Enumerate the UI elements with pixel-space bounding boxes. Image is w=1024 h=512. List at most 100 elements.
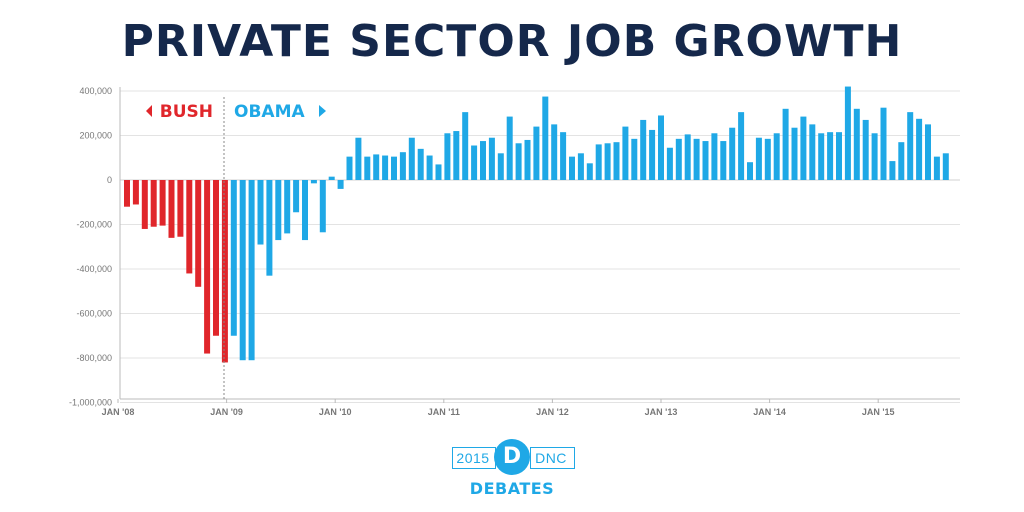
bar-bush — [221, 180, 228, 363]
bar-obama — [382, 155, 389, 180]
bar-obama — [346, 156, 353, 180]
bar-bush — [204, 180, 211, 354]
job-growth-bar-chart: 400,000 200,000 0 -200,000 -400,000 -600,000 -… — [69, 86, 960, 417]
y-tick-label: -800,000 — [76, 353, 112, 363]
x-tick-label: JAN '12 — [536, 407, 569, 417]
arrow-left-icon — [146, 105, 152, 117]
bar-obama — [595, 144, 602, 180]
bar-obama — [560, 132, 567, 180]
bar-obama — [444, 133, 451, 180]
bar-obama — [506, 116, 513, 180]
bar-obama — [471, 145, 478, 180]
bar-obama — [355, 137, 362, 180]
bar-obama — [426, 155, 433, 180]
bar-obama — [809, 124, 816, 180]
bar-obama — [577, 153, 584, 180]
y-tick-label: 0 — [107, 175, 112, 185]
bar-obama — [693, 138, 700, 180]
x-tick-label: JAN '14 — [753, 407, 786, 417]
bar-obama — [649, 129, 656, 180]
bar-obama — [310, 180, 317, 184]
logo-year: 2015 — [456, 450, 490, 466]
bar-obama — [916, 118, 923, 180]
bar-obama — [640, 119, 647, 180]
bar-obama — [755, 137, 762, 180]
bar-obama — [515, 143, 522, 180]
bar-obama — [666, 147, 673, 180]
logo-subtitle: DEBATES — [469, 479, 555, 498]
bar-obama — [782, 108, 789, 180]
bar-obama — [773, 133, 780, 180]
bar-obama — [542, 96, 549, 180]
bar-obama — [791, 127, 798, 180]
bar-obama — [613, 142, 620, 180]
bar-obama — [480, 141, 486, 180]
bar-obama — [319, 180, 326, 233]
bar-bush — [168, 180, 175, 238]
bar-obama — [293, 180, 300, 213]
bar-obama — [569, 156, 575, 180]
bar-obama — [622, 126, 629, 180]
bar-obama — [275, 180, 282, 241]
y-tick-label: -200,000 — [76, 220, 112, 230]
bar-obama — [604, 143, 611, 180]
bar-obama — [764, 138, 771, 180]
x-tick-label: JAN '13 — [645, 407, 678, 417]
logo-org-box — [530, 447, 575, 469]
y-tick-label: -1,000,000 — [69, 398, 112, 408]
bar-obama — [586, 163, 593, 180]
bar-obama — [328, 176, 335, 180]
bar-obama — [631, 138, 638, 180]
y-tick-label: 400,000 — [79, 86, 112, 96]
bar-bush — [177, 180, 184, 237]
y-tick-label: -400,000 — [76, 264, 112, 274]
bar-obama — [844, 86, 851, 180]
bar-obama — [907, 112, 914, 180]
bar-obama — [942, 153, 949, 180]
bar-bush — [159, 180, 166, 226]
bar-obama — [408, 137, 415, 180]
bar-obama — [889, 161, 896, 180]
bar-obama — [337, 180, 344, 189]
bar-obama — [302, 180, 308, 241]
bar-bush — [141, 180, 148, 229]
bar-obama — [880, 107, 887, 180]
bar-obama — [684, 134, 691, 180]
y-tick-label: 200,000 — [79, 131, 112, 141]
bar-obama — [533, 126, 540, 180]
bar-obama — [711, 133, 718, 180]
bar-obama — [747, 162, 753, 180]
x-tick-label: JAN '10 — [319, 407, 352, 417]
bar-obama — [862, 119, 869, 180]
bar-obama — [364, 156, 371, 180]
logo-org: DNC — [535, 450, 567, 466]
bar-obama — [729, 127, 736, 180]
bar-obama — [925, 124, 931, 180]
bar-obama — [248, 180, 255, 361]
bar-bush — [195, 180, 202, 287]
bar-obama — [435, 164, 442, 180]
bar-obama — [488, 137, 495, 180]
bar-obama — [239, 180, 246, 361]
bar-obama — [853, 108, 860, 180]
bar-obama — [933, 156, 940, 180]
bar-obama — [284, 180, 291, 234]
bar-obama — [818, 133, 825, 180]
x-tick-label: JAN '08 — [102, 407, 135, 417]
bar-obama — [898, 142, 905, 180]
y-tick-label: -600,000 — [76, 309, 112, 319]
bar-obama — [399, 152, 406, 180]
bar-obama — [720, 141, 727, 180]
bar-obama — [266, 180, 273, 276]
dnc-logo-icon: D — [494, 439, 530, 475]
bar-obama — [827, 132, 834, 180]
bar-obama — [836, 132, 842, 180]
bar-obama — [497, 153, 504, 180]
bar-bush — [124, 180, 130, 207]
chart-title: PRIVATE SECTOR JOB GROWTH — [121, 16, 903, 67]
bar-obama — [453, 131, 460, 180]
bar-obama — [257, 180, 264, 245]
bar-obama — [871, 133, 878, 180]
bar-obama — [417, 148, 424, 180]
bar-bush — [213, 180, 219, 336]
